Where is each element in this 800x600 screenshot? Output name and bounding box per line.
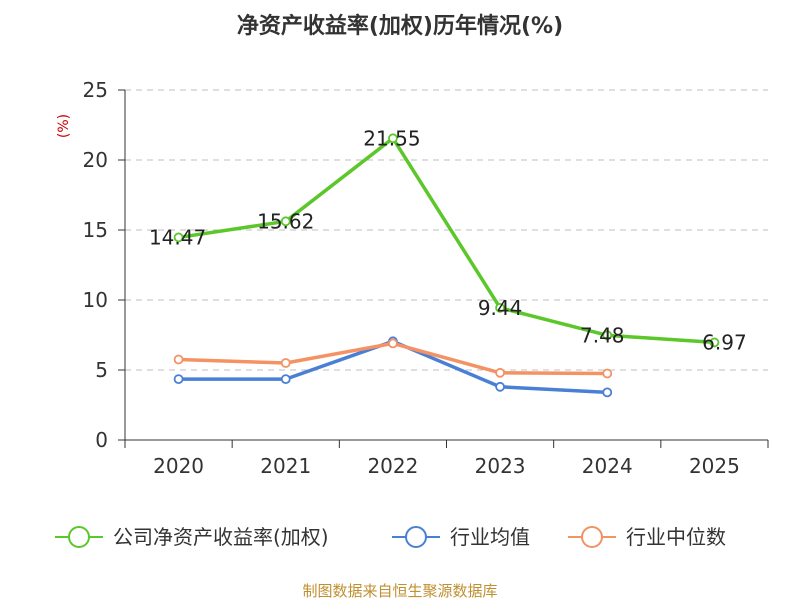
legend-item-1[interactable]: 行业均值 [392,525,530,549]
data-point-0-2022 [388,133,398,144]
legend-label: 行业均值 [450,525,530,549]
data-point-0-2023 [495,302,505,313]
data-point-1-2020 [173,374,184,385]
data-label-2021: 15.62 [257,209,314,233]
data-label-2025: 6.97 [702,330,747,354]
data-point-0-2020 [173,232,184,243]
y-tick-label: 0 [95,428,108,452]
data-point-1-2024 [602,387,613,398]
x-tick-label-2021: 2021 [260,454,311,478]
y-tick-label: 5 [95,358,108,382]
y-axis-label: (%) [56,114,72,138]
series-line-0 [178,136,715,345]
x-tick-label-2022: 2022 [367,454,418,478]
legend-marker [68,526,90,548]
data-label-2024: 7.48 [580,323,625,347]
data-point-2-2024 [602,368,613,379]
x-tick-label-2023: 2023 [475,454,526,478]
legend-label: 行业中位数 [626,525,726,549]
data-point-0-2025 [709,337,720,348]
data-point-2-2020 [173,354,184,365]
y-tick-label: 20 [83,148,108,172]
y-tick-label: 15 [83,218,108,242]
chart-title: 净资产收益率(加权)历年情况(%) [237,13,563,39]
y-tick-label: 10 [83,288,108,312]
x-tick-label-2025: 2025 [689,454,740,478]
data-point-2-2021 [280,358,291,368]
x-tick-label-2020: 2020 [153,454,204,478]
data-label-2022: 21.55 [363,126,420,150]
data-point-1-2021 [280,374,291,385]
legend-marker [581,526,603,548]
legend-label: 公司净资产收益率(加权) [113,525,329,549]
data-label-2023: 9.44 [478,296,523,320]
legend-marker [405,526,427,548]
legend-item-2[interactable]: 行业中位数 [568,525,726,549]
x-tick-label-2024: 2024 [582,454,633,478]
legend-item-0[interactable]: 公司净资产收益率(加权) [55,525,329,549]
source-note: 制图数据来自恒生聚源数据库 [302,582,497,600]
series-line-1 [178,339,608,395]
data-point-2-2022 [388,338,398,349]
y-tick-label: 25 [83,78,108,102]
data-point-0-2021 [280,216,291,227]
data-point-0-2024 [602,330,613,341]
data-point-2-2023 [495,367,505,378]
data-point-1-2023 [495,381,505,392]
data-label-2020: 14.47 [149,225,206,249]
